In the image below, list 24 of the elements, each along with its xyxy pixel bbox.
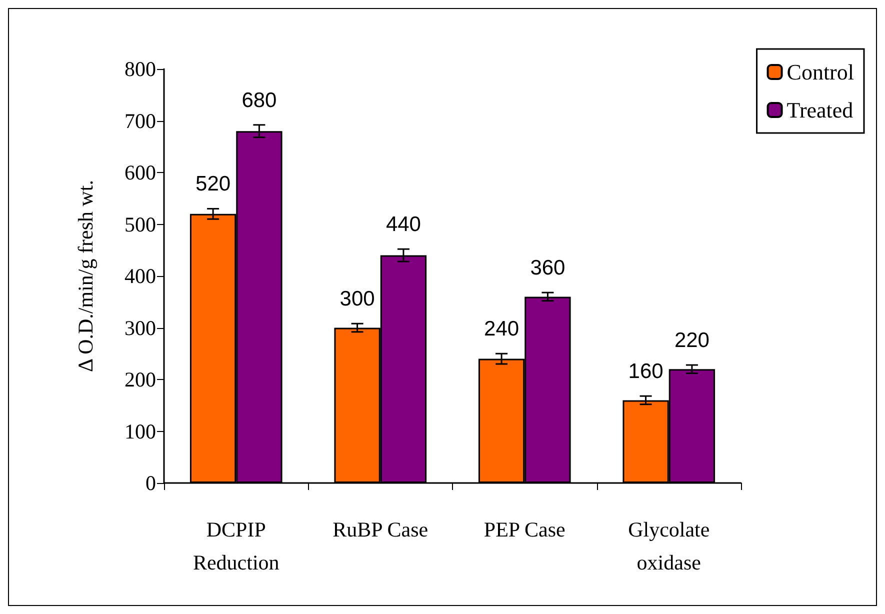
y-axis-title: Δ O.D./min/g fresh wt. <box>74 180 98 372</box>
y-tick-label: 400 <box>124 264 156 288</box>
legend-label: Control <box>786 60 854 84</box>
data-label: 440 <box>386 213 421 236</box>
data-label: 520 <box>196 172 231 196</box>
y-tick-label: 0 <box>146 471 156 495</box>
data-label: 300 <box>340 288 375 311</box>
data-label: 160 <box>628 360 664 384</box>
data-label: 680 <box>242 88 277 112</box>
data-label: 360 <box>530 256 566 280</box>
data-label: 240 <box>484 318 520 341</box>
x-tick-label: PEP Case <box>484 518 566 542</box>
y-tick-label: 100 <box>124 419 156 444</box>
x-tick-label: Glycolate oxidase <box>628 518 710 574</box>
y-tick-label: 600 <box>124 160 156 184</box>
x-tick-label: DCPIP Reduction <box>192 518 280 574</box>
data-label: 220 <box>674 329 710 352</box>
y-tick-label: 800 <box>124 57 156 81</box>
y-tick-label: 300 <box>124 316 156 340</box>
y-tick-label: 700 <box>124 108 156 133</box>
x-tick-label: RuBP Case <box>332 518 428 542</box>
y-tick-label: 200 <box>124 368 156 392</box>
legend-label: Treated <box>786 98 854 122</box>
y-tick-label: 500 <box>124 212 156 236</box>
